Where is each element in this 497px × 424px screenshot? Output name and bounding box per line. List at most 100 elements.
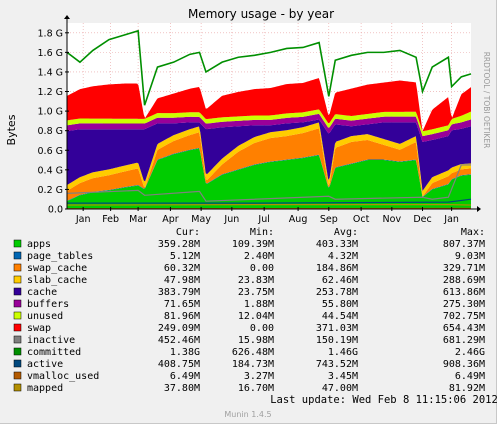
y-tick-label: 0.0 (48, 205, 63, 216)
legend-value-avg: 253.78M (316, 287, 358, 298)
legend-value-cur: 37.80M (164, 383, 200, 394)
line-inactive (66, 164, 471, 202)
legend-value-max: 908.36M (443, 359, 485, 370)
legend-value-cur: 81.96M (164, 311, 200, 322)
legend-value-max: 702.75M (443, 311, 485, 322)
legend-value-max: 654.43M (443, 323, 485, 334)
y-tick-label: 1.4 G (38, 67, 64, 78)
y-tick-label: 1.2 G (38, 87, 64, 98)
x-tick-label: Apr (162, 214, 179, 225)
legend-value-min: 15.98M (238, 335, 274, 346)
area-cache (67, 119, 471, 191)
x-tick-label: Oct (353, 214, 370, 225)
legend-label: page_tables (27, 251, 93, 262)
legend-value-avg: 47.00M (322, 383, 358, 394)
legend-swatch (13, 347, 22, 356)
area-unused (67, 109, 471, 137)
y-axis-label: Bytes (5, 114, 18, 145)
line-active (67, 198, 472, 204)
legend-value-min: 2.40M (244, 251, 274, 262)
legend-value-avg: 403.33M (316, 239, 358, 250)
legend-label: mapped (27, 383, 63, 394)
legend-label: swap_cache (27, 263, 87, 274)
legend-value-avg: 4.32M (328, 251, 358, 262)
legend-label: inactive (27, 335, 75, 346)
legend-swatch (13, 287, 22, 296)
y-tick-label: 0.2 G (38, 185, 64, 196)
legend-value-max: 2.46G (455, 347, 485, 358)
legend-value-max: 81.92M (449, 383, 485, 394)
legend-column-header: Max: (461, 227, 485, 238)
legend-swatch (13, 383, 22, 392)
legend-value-avg: 55.80M (322, 299, 358, 310)
x-tick-label: Jun (223, 214, 239, 225)
legend-swatch (13, 239, 22, 248)
legend-swatch (13, 263, 22, 272)
x-axis-arrow (477, 206, 481, 212)
legend-label: cache (27, 287, 57, 298)
legend-swatch (13, 359, 22, 368)
legend-label: apps (27, 239, 51, 250)
legend-value-avg: 743.52M (316, 359, 358, 370)
legend-value-min: 3.27M (244, 371, 274, 382)
x-tick-label: Jul (257, 214, 269, 225)
legend-value-cur: 71.65M (164, 299, 200, 310)
axes: 0.0 0.2 G 0.4 G 0.6 G 0.8 G 1.0 G 1.2 G 1.4 G 1.… (38, 15, 481, 225)
legend-swatch (13, 371, 22, 380)
legend-swatch (13, 275, 22, 284)
legend-value-min: 16.70M (238, 383, 274, 394)
legend-value-max: 329.71M (443, 263, 485, 274)
legend-value-min: 0.00 (250, 263, 274, 274)
x-tick-label: Feb (102, 214, 119, 225)
legend-value-max: 807.37M (443, 239, 485, 250)
legend-value-avg: 184.86M (316, 263, 358, 274)
last-update: Last update: Wed Feb 8 11:15:06 2012 (270, 394, 497, 406)
area-swap-cache (67, 128, 471, 201)
legend-value-avg: 44.54M (322, 311, 358, 322)
legend-value-max: 288.69M (443, 275, 485, 286)
legend-swatch (13, 251, 22, 260)
legend-value-min: 12.04M (238, 311, 274, 322)
legend-value-cur: 452.46M (158, 335, 200, 346)
legend-value-avg: 371.03M (316, 323, 358, 334)
y-tick-label: 1.0 G (38, 107, 64, 118)
rrdtool-side-label: RRDTOOL / TOBI OETIKER (482, 52, 491, 149)
legend-value-cur: 47.98M (164, 275, 200, 286)
legend-label: slab_cache (27, 275, 87, 286)
line-committed (66, 29, 472, 106)
y-axis-arrow (64, 15, 70, 19)
x-tick-label: May (191, 214, 211, 225)
legend-value-cur: 249.09M (158, 323, 200, 334)
legend-swatch (13, 311, 22, 320)
legend-value-max: 6.49M (455, 371, 485, 382)
y-tick-label: 1.6 G (38, 48, 64, 59)
legend-value-max: 275.30M (443, 299, 485, 310)
legend-value-cur: 383.79M (158, 287, 200, 298)
legend-swatch (13, 335, 22, 344)
y-tick-label: 0.8 G (38, 126, 64, 137)
legend-value-min: 23.75M (238, 287, 274, 298)
legend-label: swap (27, 323, 51, 334)
y-tick-label: 1.8 G (38, 28, 64, 39)
area-slab-cache (67, 122, 471, 197)
x-tick-label: Nov (383, 214, 402, 225)
legend-value-min: 23.83M (238, 275, 274, 286)
legend-value-min: 626.48M (232, 347, 274, 358)
area-swap (67, 78, 471, 132)
x-tick-label: Aug (289, 214, 308, 225)
legend-value-max: 681.29M (443, 335, 485, 346)
legend-value-min: 1.88M (244, 299, 274, 310)
legend-value-min: 184.73M (232, 359, 274, 370)
legend-swatch (13, 323, 22, 332)
x-tick-label: Jan (443, 214, 459, 225)
legend-value-cur: 60.32M (164, 263, 200, 274)
legend-label: committed (27, 347, 81, 358)
legend-value-min: 0.00 (250, 323, 274, 334)
legend-column-header: Min: (250, 227, 274, 238)
legend-label: unused (27, 311, 63, 322)
legend-column-header: Cur: (176, 227, 200, 238)
legend-value-cur: 5.12M (170, 251, 200, 262)
x-tick-label: Sep (320, 214, 338, 225)
